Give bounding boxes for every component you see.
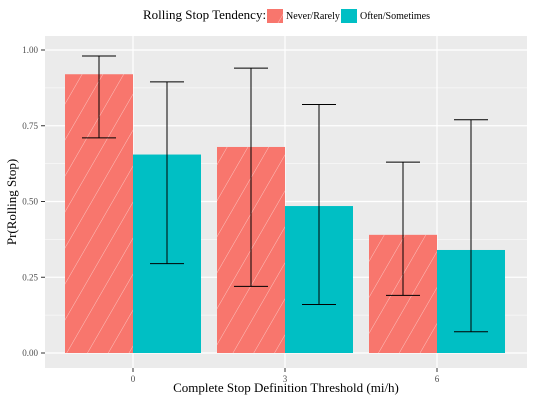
legend-item-never-rarely: Never/Rarely bbox=[267, 9, 340, 23]
y-tick-label: 0.00 bbox=[22, 348, 38, 358]
y-tick-label: 0.50 bbox=[22, 197, 38, 207]
y-axis-title: Pr(Rolling Stop) bbox=[4, 159, 19, 245]
error-bar-often-sometimes-0 bbox=[150, 81, 184, 265]
x-axis-title: Complete Stop Definition Threshold (mi/h… bbox=[173, 380, 399, 395]
x-tick-label: 6 bbox=[435, 374, 440, 384]
legend-title: Rolling Stop Tendency: bbox=[143, 7, 266, 22]
legend-swatch-often-sometimes bbox=[341, 9, 357, 23]
y-tick-label: 1.00 bbox=[22, 45, 38, 55]
legend-swatch-hatch bbox=[267, 9, 283, 23]
y-tick-label: 0.25 bbox=[22, 272, 38, 282]
y-axis-ticks: 0.00 0.25 0.50 0.75 1.00 bbox=[22, 45, 45, 358]
error-bar-often-sometimes-6 bbox=[454, 119, 488, 333]
legend-item-often-sometimes: Often/Sometimes bbox=[341, 9, 430, 23]
legend-label-often-sometimes: Often/Sometimes bbox=[360, 11, 430, 22]
legend: Rolling Stop Tendency: Never/Rarely Ofte… bbox=[143, 7, 430, 23]
error-bar-often-sometimes-3 bbox=[302, 104, 336, 306]
legend-label-never-rarely: Never/Rarely bbox=[286, 11, 340, 22]
x-axis-ticks: 0 3 6 bbox=[131, 368, 440, 384]
error-bars bbox=[82, 55, 488, 333]
y-tick-label: 0.75 bbox=[22, 121, 38, 131]
error-bar-never-rarely-0 bbox=[82, 55, 116, 139]
error-bar-never-rarely-3 bbox=[234, 67, 268, 287]
x-tick-label: 3 bbox=[283, 374, 288, 384]
x-tick-label: 0 bbox=[131, 374, 136, 384]
error-bar-never-rarely-6 bbox=[386, 161, 420, 296]
